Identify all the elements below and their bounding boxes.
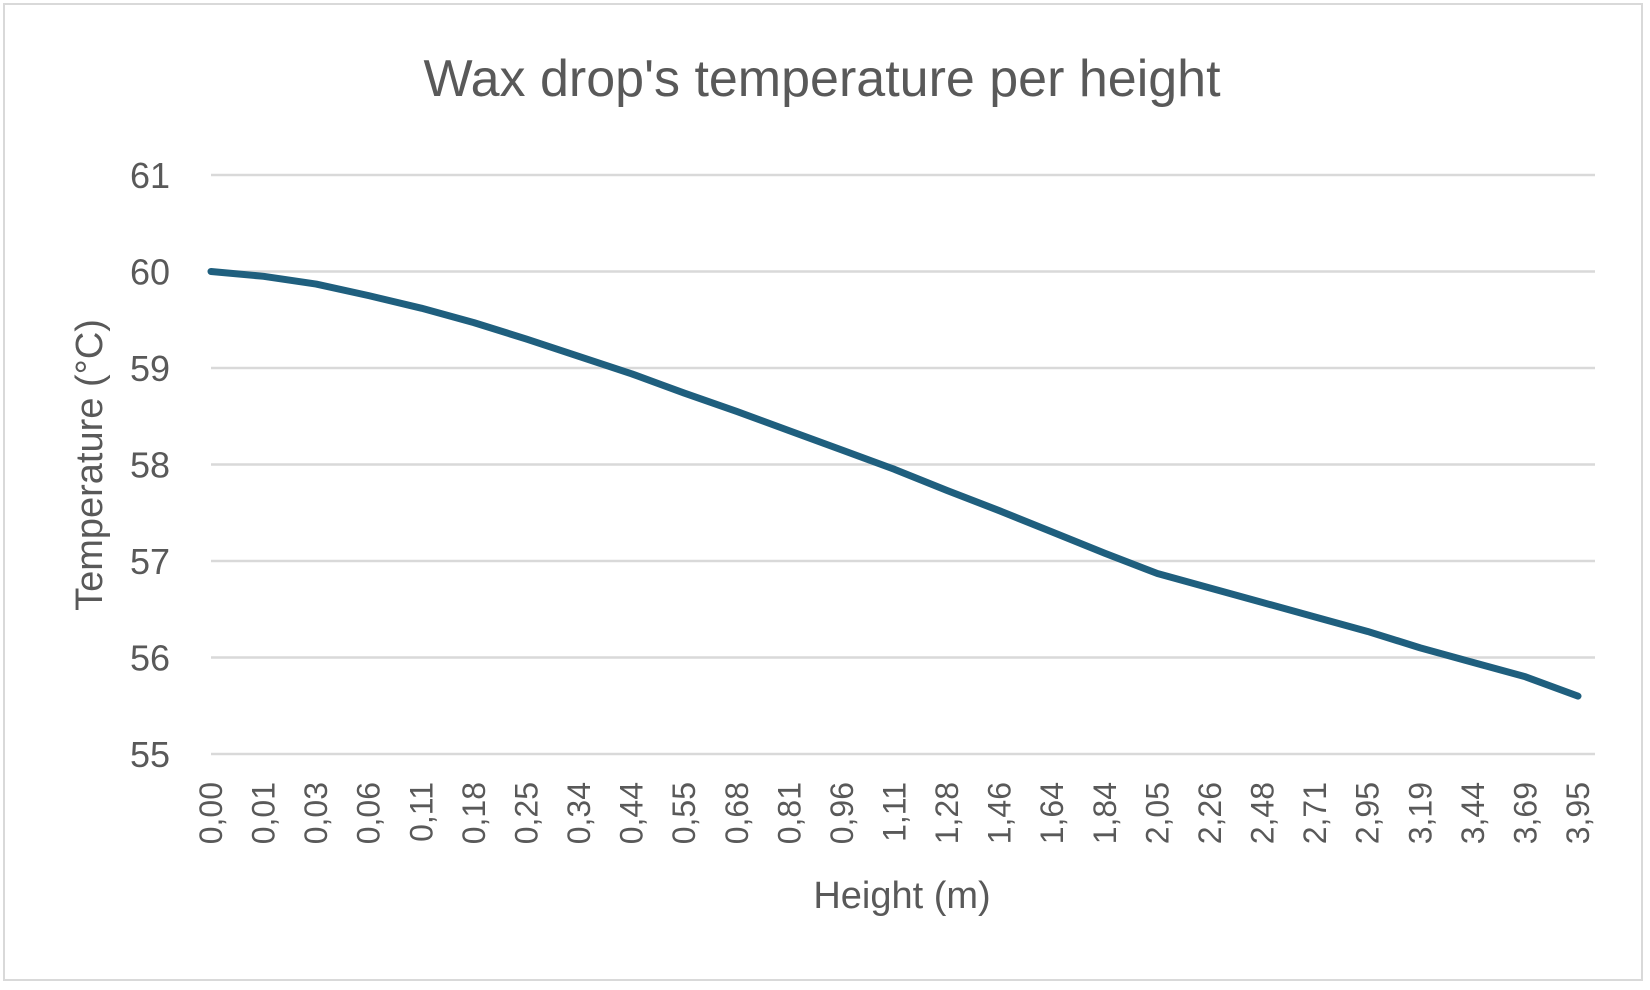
x-tick-label: 3,95 (1560, 782, 1596, 844)
x-tick-label: 0,06 (351, 782, 387, 844)
x-tick-label: 3,44 (1455, 782, 1491, 844)
x-tick-label: 0,68 (719, 782, 755, 844)
x-tick-label: 3,19 (1402, 782, 1438, 844)
series-line (207, 268, 1582, 700)
x-tick-label: 1,64 (1034, 782, 1070, 844)
chart-area (3, 3, 1643, 981)
x-tick-label: 2,95 (1350, 782, 1386, 844)
x-tick-label: 2,48 (1245, 782, 1281, 844)
x-tick-label: 0,01 (246, 782, 282, 844)
x-tick-label: 0,11 (403, 782, 439, 842)
x-tick-label: 0,55 (666, 782, 702, 844)
x-tick-label: 2,05 (1139, 782, 1175, 844)
x-tick-label: 1,28 (929, 782, 965, 844)
x-axis-label: Height (m) (813, 875, 990, 917)
x-tick-label: 1,46 (982, 782, 1018, 844)
x-tick-label: 0,96 (824, 782, 860, 844)
y-tick-label: 57 (130, 541, 170, 582)
x-tick-label: 1,84 (1087, 782, 1123, 844)
x-tick-label: 1,11 (877, 782, 913, 842)
y-tick-label: 56 (130, 638, 170, 679)
x-tick-label: 2,71 (1297, 782, 1333, 844)
x-tick-label: 2,26 (1192, 782, 1228, 844)
y-tick-label: 58 (130, 445, 170, 486)
y-tick-label: 60 (130, 252, 170, 293)
x-tick-label: 0,81 (771, 782, 807, 844)
chart-title: Wax drop's temperature per height (423, 50, 1221, 108)
y-tick-label: 55 (130, 734, 170, 775)
y-tick-label: 61 (130, 155, 170, 196)
x-tick-label: 0,03 (298, 782, 334, 844)
x-tick-label: 0,00 (193, 782, 229, 844)
x-tick-label: 0,34 (561, 782, 597, 844)
x-tick-label: 3,69 (1507, 782, 1543, 844)
x-tick-label: 0,18 (456, 782, 492, 844)
x-tick-label: 0,44 (614, 782, 650, 844)
x-tick-label: 0,25 (508, 782, 544, 844)
y-tick-label: 59 (130, 348, 170, 389)
y-axis-label: Temperature (°C) (69, 319, 111, 611)
